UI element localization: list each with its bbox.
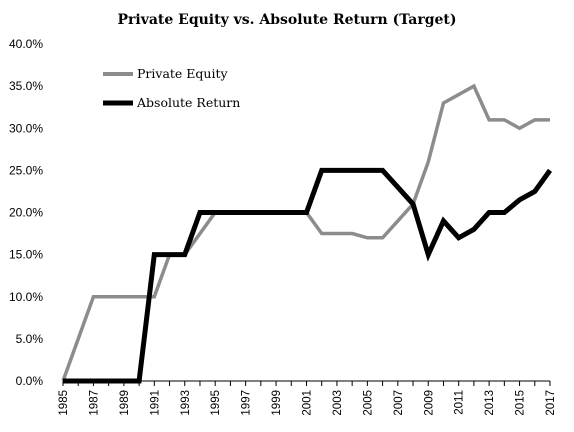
x-tick-label: 2005	[362, 390, 374, 416]
x-tick-label: 1995	[210, 390, 222, 416]
y-tick-label: 35.0%	[9, 79, 43, 93]
y-tick-label: 30.0%	[9, 121, 43, 135]
x-tick-label: 1997	[241, 390, 253, 416]
series-lines	[61, 83, 553, 384]
legend-label-absolute-return: Absolute Return	[136, 95, 240, 110]
chart-title: Private Equity vs. Absolute Return (Targ…	[117, 12, 456, 28]
y-tick-label: 0.0%	[16, 374, 44, 388]
x-tick-label: 2009	[423, 390, 435, 416]
x-tick-label: 1993	[180, 390, 192, 416]
y-axis-tick-labels: 0.0% 5.0% 10.0% 15.0% 20.0% 25.0% 30.0% 35.0% 40…	[9, 37, 43, 388]
y-tick-label: 15.0%	[9, 248, 43, 262]
x-tick-label: 1989	[119, 390, 131, 416]
legend: Private Equity Absolute Return	[103, 66, 240, 110]
series-line-private-equity	[61, 83, 550, 382]
x-tick-label: 2013	[484, 390, 496, 416]
x-tick-label: 2017	[545, 390, 557, 416]
legend-label-private-equity: Private Equity	[137, 66, 228, 81]
x-tick-label: 2011	[454, 390, 466, 415]
x-tick-label: 1987	[88, 390, 100, 416]
y-tick-label: 5.0%	[16, 332, 44, 346]
x-tick-label: 1999	[271, 390, 283, 416]
x-tick-label: 1985	[58, 390, 70, 416]
x-tick-label: 2015	[515, 390, 527, 416]
y-tick-label: 25.0%	[9, 163, 43, 177]
y-tick-label: 10.0%	[9, 290, 43, 304]
y-tick-label: 40.0%	[9, 37, 43, 51]
x-tick-label: 1991	[149, 390, 161, 416]
series-line-absolute-return	[63, 167, 553, 384]
x-tick-label: 2007	[393, 390, 405, 416]
x-axis-ticks: 1985 1987 1989 1991 1993 1995 1997 1999 2001 2003…	[58, 381, 557, 416]
x-tick-label: 2001	[302, 390, 314, 416]
x-tick-label: 2003	[332, 390, 344, 416]
y-tick-label: 20.0%	[9, 206, 43, 220]
